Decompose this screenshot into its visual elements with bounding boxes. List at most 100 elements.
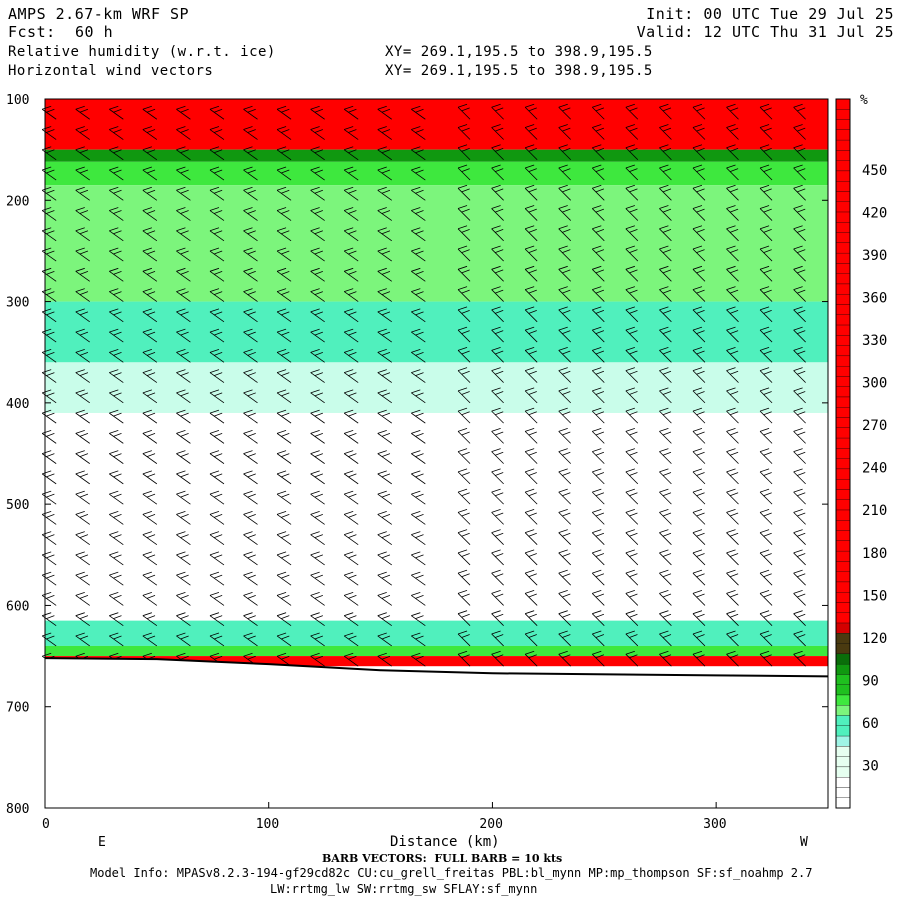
- wind-barb: [343, 429, 359, 444]
- wind-barb: [625, 144, 639, 161]
- wind-barb: [310, 146, 325, 161]
- wind-barb: [793, 265, 806, 282]
- wind-barb: [310, 511, 325, 525]
- wind-barb: [726, 225, 739, 242]
- wind-barb: [759, 549, 773, 566]
- wind-barb: [109, 551, 124, 566]
- colorbar-cell: [835, 355, 851, 367]
- wind-barb: [491, 468, 504, 485]
- wind-barb: [592, 509, 605, 525]
- wind-barb: [75, 531, 90, 545]
- wind-barb: [109, 247, 124, 262]
- wind-barb: [276, 470, 292, 485]
- wind-barb: [625, 326, 639, 343]
- wind-barb: [558, 549, 572, 566]
- wind-barb: [793, 103, 806, 120]
- wind-barb: [411, 308, 426, 323]
- wind-barb: [592, 630, 605, 647]
- wind-barb: [491, 630, 504, 647]
- wind-barb: [524, 630, 538, 647]
- colorbar-cell: [835, 170, 851, 182]
- wind-barb: [411, 146, 426, 161]
- wind-barb: [243, 612, 258, 627]
- wind-barb: [793, 326, 806, 343]
- wind-barb: [692, 407, 706, 424]
- wind-barb: [310, 328, 325, 343]
- wind-barb: [524, 286, 538, 302]
- colorbar-cell: [835, 735, 851, 747]
- wind-barb: [209, 450, 225, 464]
- colorbar-cell: [835, 109, 851, 120]
- wind-barb: [377, 227, 392, 242]
- wind-barb: [142, 632, 158, 647]
- colorbar-cell: [835, 787, 851, 798]
- wind-barb: [759, 124, 773, 140]
- colorbar-cell: [835, 129, 851, 141]
- wind-barb: [343, 592, 359, 606]
- wind-barb: [592, 164, 605, 181]
- wind-barb: [692, 103, 706, 120]
- wind-barb: [625, 346, 639, 363]
- wind-barb: [692, 630, 706, 647]
- wind-barb: [310, 470, 325, 485]
- wind-barb: [142, 470, 158, 485]
- wind-barb: [558, 569, 572, 586]
- rh-band: [45, 656, 828, 667]
- wind-barb: [176, 369, 191, 383]
- wind-barb: [592, 184, 605, 201]
- wind-barb: [411, 166, 426, 181]
- wind-barb: [209, 429, 225, 444]
- colorbar-cell: [835, 191, 851, 202]
- wind-barb: [592, 225, 605, 242]
- wind-barb: [75, 267, 90, 282]
- wind-barb: [75, 571, 90, 586]
- wind-barb: [592, 529, 605, 545]
- wind-barb: [142, 146, 158, 161]
- wind-barb: [209, 389, 225, 404]
- wind-barb: [692, 387, 706, 404]
- wind-barb: [592, 306, 605, 323]
- wind-barb: [276, 571, 292, 586]
- wind-barb: [109, 389, 124, 404]
- wind-barb: [411, 328, 426, 343]
- wind-barb: [411, 551, 426, 566]
- wind-barb: [692, 590, 706, 606]
- colorbar-tick-label: 150: [862, 588, 887, 604]
- colorbar-cell: [835, 427, 851, 439]
- y-tick-label: 800: [6, 802, 29, 817]
- wind-barb: [625, 245, 639, 262]
- wind-barb: [692, 529, 706, 545]
- wind-barb: [659, 509, 672, 525]
- wind-barb: [491, 590, 504, 606]
- wind-barb: [142, 288, 158, 302]
- wind-barb: [142, 592, 158, 606]
- xy-line-1: XY= 269.1,195.5 to 398.9,195.5: [385, 44, 653, 60]
- wind-barb: [692, 549, 706, 566]
- wind-barb: [209, 470, 225, 485]
- rh-field: [45, 99, 828, 667]
- wind-barb: [109, 288, 124, 302]
- colorbar-cell: [835, 509, 851, 521]
- colorbar-cell: [835, 633, 851, 644]
- wind-barb: [75, 328, 90, 343]
- colorbar-cell: [835, 479, 851, 490]
- wind-barb: [793, 184, 806, 201]
- wind-barb: [176, 409, 191, 424]
- wind-barb: [142, 511, 158, 525]
- wind-barb: [592, 549, 605, 566]
- wind-barb: [176, 389, 191, 404]
- wind-barb: [377, 470, 392, 485]
- wind-barb: [793, 245, 806, 262]
- wind-barb: [310, 429, 325, 444]
- wind-barb: [793, 407, 806, 424]
- wind-barb: [343, 612, 359, 627]
- wind-barb: [524, 184, 538, 201]
- wind-barb: [457, 144, 471, 161]
- wind-barb: [558, 387, 572, 404]
- model-info-2: LW:rrtmg_lw SW:rrtmg_sw SFLAY:sf_mynn: [270, 882, 538, 896]
- wind-barb: [625, 225, 639, 242]
- wind-barb: [491, 164, 504, 181]
- wind-barb: [558, 286, 572, 302]
- colorbar-cell: [835, 684, 851, 696]
